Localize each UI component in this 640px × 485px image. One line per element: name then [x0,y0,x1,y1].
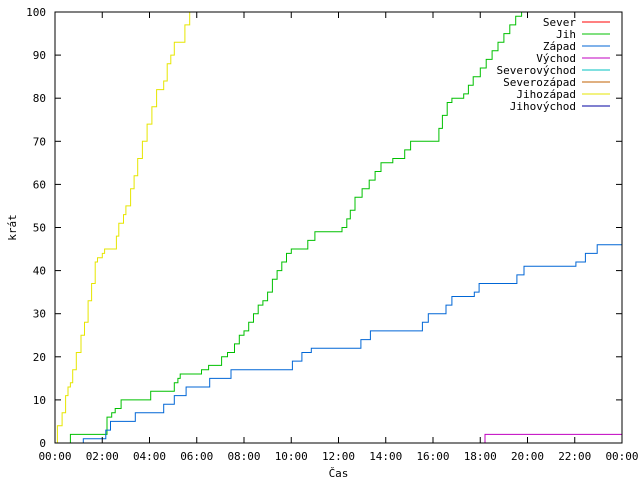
x-tick-label: 04:00 [133,450,166,463]
series-line-6 [55,12,191,444]
tick-layer: 0 10 20 30 40 50 60 70 80 90 100 00:00 02:00 04:00 06:… [26,6,638,463]
series-line-1 [55,12,523,444]
x-tick-label: 02:00 [86,450,119,463]
x-axis-label: Čas [329,467,349,480]
series-line-3 [483,433,622,444]
y-tick-label: 80 [33,92,46,105]
y-tick-label: 60 [33,178,46,191]
x-tick-label: 22:00 [558,450,591,463]
legend-label: Jihozápad [516,88,576,101]
legend: SeverJihZápadVýchodSeverovýchodSeverozáp… [497,16,610,113]
y-tick-label: 90 [33,49,46,62]
legend-label: Severovýchod [497,64,576,77]
legend-label: Sever [543,16,576,29]
series-line-2 [55,244,622,444]
x-tick-label: 08:00 [227,450,260,463]
y-tick-label: 40 [33,265,46,278]
y-tick-label: 30 [33,308,46,321]
y-axis-label: krát [6,214,19,241]
x-tick-label: 00:00 [605,450,638,463]
legend-label: Západ [543,40,576,53]
y-tick-label: 20 [33,351,46,364]
x-tick-label: 14:00 [369,450,402,463]
y-tick-label: 70 [33,135,46,148]
x-tick-label: 00:00 [38,450,71,463]
x-tick-label: 20:00 [511,450,544,463]
legend-label: Severozápad [503,76,576,89]
y-tick-label: 0 [39,437,46,450]
x-tick-label: 18:00 [464,450,497,463]
legend-label: Jihovýchod [510,100,576,113]
x-tick-label: 16:00 [416,450,449,463]
legend-label: Jih [556,28,576,41]
y-tick-label: 100 [26,6,46,19]
y-tick-label: 50 [33,222,46,235]
x-tick-label: 10:00 [275,450,308,463]
y-tick-label: 10 [33,394,46,407]
x-tick-label: 06:00 [180,450,213,463]
x-tick-label: 12:00 [322,450,355,463]
legend-label: Východ [536,52,576,65]
